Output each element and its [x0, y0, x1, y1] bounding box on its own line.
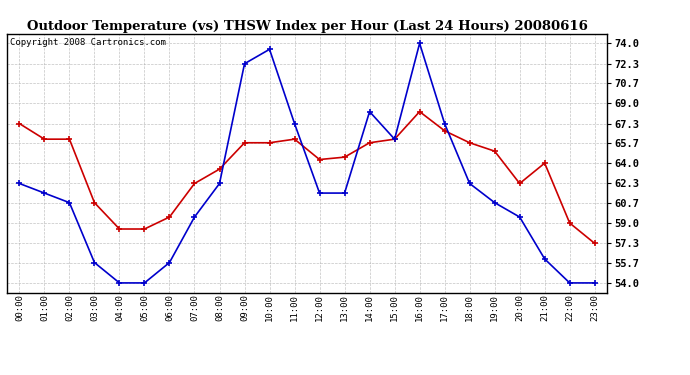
Text: Copyright 2008 Cartronics.com: Copyright 2008 Cartronics.com — [10, 38, 166, 46]
Title: Outdoor Temperature (vs) THSW Index per Hour (Last 24 Hours) 20080616: Outdoor Temperature (vs) THSW Index per … — [27, 20, 587, 33]
